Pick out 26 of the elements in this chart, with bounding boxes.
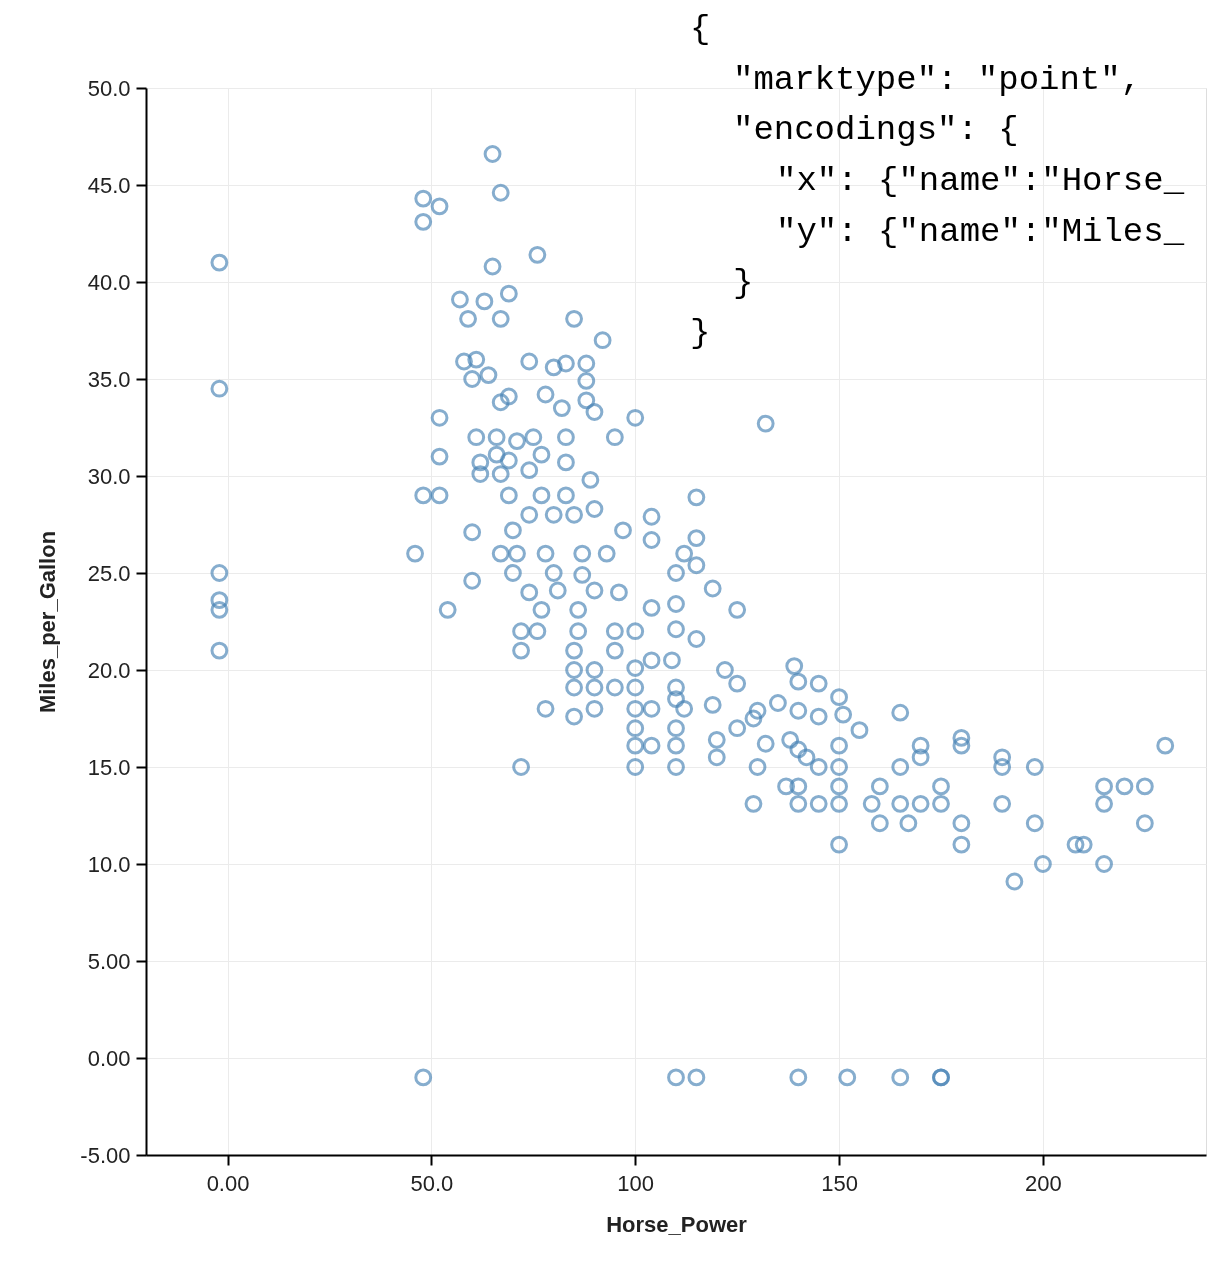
- y-tick-label: 45.0: [87, 172, 131, 198]
- y-tick-label: 20.0: [87, 657, 131, 683]
- y-tick-label: 5.00: [87, 948, 131, 974]
- x-tick-label: 50.0: [410, 1170, 454, 1196]
- x-tick-label: 100: [617, 1170, 655, 1196]
- annotation: "y": {"name":"Miles_: [776, 212, 1185, 251]
- annotation: }: [733, 263, 754, 302]
- x-tick-label: 150: [821, 1170, 858, 1196]
- annotation: }: [690, 314, 711, 353]
- y-tick-label: 10.0: [87, 851, 131, 877]
- x-tick-label: 0.00: [206, 1170, 250, 1196]
- y-tick-label: 15.0: [87, 754, 131, 780]
- y-tick-label: 35.0: [87, 366, 131, 392]
- y-tick-label: 0.00: [87, 1045, 131, 1071]
- x-axis-title: Horse_Power: [606, 1211, 748, 1237]
- y-axis-title: Miles_per_Gallon: [35, 530, 61, 714]
- annotation: "encodings": {: [733, 111, 1019, 150]
- y-tick-label: 30.0: [87, 463, 131, 489]
- y-tick-label: 40.0: [87, 269, 131, 295]
- annotation: "marktype": "point",: [733, 60, 1142, 99]
- text: {: [690, 10, 711, 48]
- y-tick-label: 50.0: [87, 75, 131, 101]
- annotation: "x": {"name":"Horse_: [776, 162, 1185, 201]
- y-tick-label: -5.00: [80, 1142, 131, 1168]
- x-tick-label: 200: [1025, 1170, 1062, 1196]
- y-tick-label: 25.0: [87, 560, 131, 586]
